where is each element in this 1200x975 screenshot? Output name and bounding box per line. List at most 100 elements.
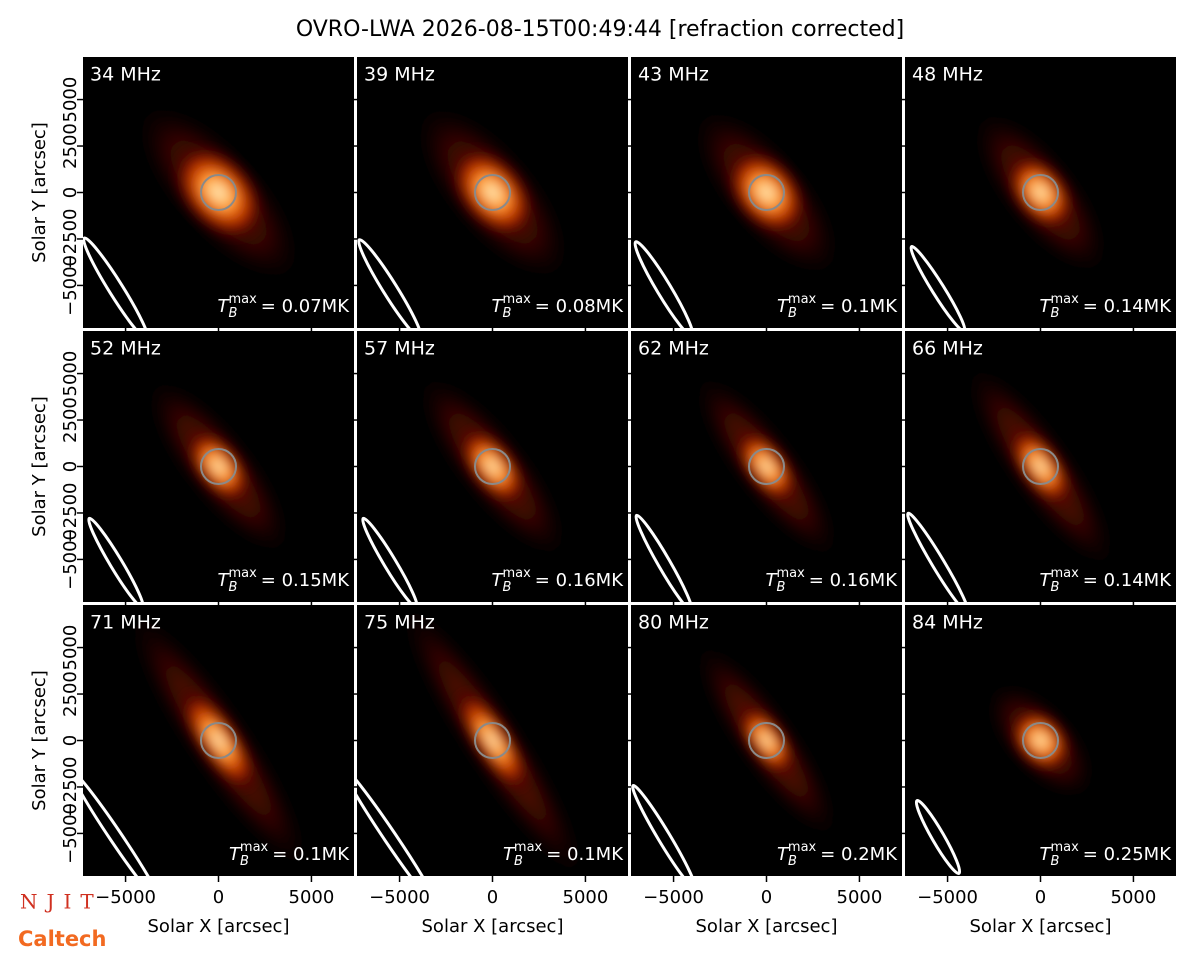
x-tick-label: −5000 xyxy=(643,887,704,908)
y-axis-label: Solar Y [arcsec] xyxy=(29,396,50,537)
y-tick-label: 0 xyxy=(60,735,81,746)
solar-limb xyxy=(474,174,511,211)
tmax-symbol: T xyxy=(492,570,505,591)
tmax-label: TBmax = 0.1MK xyxy=(503,840,624,869)
x-tick-label: 5000 xyxy=(1111,887,1157,908)
x-tick-label: 5000 xyxy=(563,887,609,908)
x-axis-label: Solar X [arcsec] xyxy=(148,916,290,937)
frequency-label: 84 MHz xyxy=(912,612,983,634)
x-axis-label: Solar X [arcsec] xyxy=(696,916,838,937)
tmax-symbol: T xyxy=(229,844,242,865)
logo-caltech: Caltech xyxy=(18,927,106,951)
y-tick-label: −2500 xyxy=(60,483,81,544)
tmax-label: TBmax = 0.15MK xyxy=(218,566,351,595)
emission-core xyxy=(173,145,264,240)
beam xyxy=(634,513,694,602)
panel xyxy=(905,57,1176,328)
panel xyxy=(357,57,628,328)
tmax-sup: max xyxy=(1050,840,1079,855)
x-tick-label: 5000 xyxy=(837,887,883,908)
solar-limb xyxy=(200,448,237,485)
tmax-value: = 0.1MK xyxy=(546,844,624,865)
solar-limb xyxy=(200,174,237,211)
tmax-sub: B xyxy=(229,580,238,595)
tmax-value: = 0.2MK xyxy=(820,844,898,865)
solar-limb xyxy=(474,722,511,759)
panel xyxy=(631,331,902,602)
y-tick-label: −5000 xyxy=(60,803,81,864)
beam xyxy=(914,799,962,875)
tmax-value: = 0.14MK xyxy=(1083,296,1172,317)
tmax-label: TBmax = 0.08MK xyxy=(492,292,625,321)
frequency-label: 48 MHz xyxy=(912,64,983,86)
tmax-value: = 0.15MK xyxy=(261,570,350,591)
tmax-label: TBmax = 0.2MK xyxy=(777,840,898,869)
y-tick-label: −5000 xyxy=(60,255,81,316)
logo-njit: NJIT xyxy=(20,890,103,914)
beam xyxy=(361,516,419,602)
tmax-sup: max xyxy=(788,292,817,307)
emission-core xyxy=(1010,709,1071,772)
tmax-symbol: T xyxy=(503,844,516,865)
tmax-value: = 0.1MK xyxy=(820,296,898,317)
y-tick-label: −2500 xyxy=(60,209,81,270)
tmax-sub: B xyxy=(1051,854,1060,869)
emission-core xyxy=(456,689,529,792)
tmax-sub: B xyxy=(514,854,523,869)
y-tick-label: 5000 xyxy=(60,77,81,123)
frequency-label: 34 MHz xyxy=(90,64,161,86)
tmax-sup: max xyxy=(788,840,817,855)
tmax-value: = 0.07MK xyxy=(261,296,350,317)
tmax-symbol: T xyxy=(1040,844,1053,865)
tmax-value: = 0.25MK xyxy=(1083,844,1172,865)
panel xyxy=(83,331,354,602)
beam xyxy=(906,511,970,602)
y-axis-label: Solar Y [arcsec] xyxy=(29,122,50,263)
tmax-label: TBmax = 0.1MK xyxy=(229,840,350,869)
solar-limb xyxy=(1022,448,1059,485)
tmax-label: TBmax = 0.1MK xyxy=(777,292,898,321)
tmax-sup: max xyxy=(1050,566,1079,581)
beam xyxy=(631,783,697,876)
x-tick-label: 5000 xyxy=(289,887,335,908)
beam xyxy=(357,238,423,328)
x-tick-label: −5000 xyxy=(917,887,978,908)
tmax-sub: B xyxy=(788,854,797,869)
frequency-label: 66 MHz xyxy=(912,338,983,360)
x-tick-label: 0 xyxy=(213,887,224,908)
tmax-sub: B xyxy=(788,306,797,321)
tmax-value: = 0.16MK xyxy=(809,570,898,591)
emission-core xyxy=(739,706,794,775)
panel xyxy=(357,331,628,602)
y-tick-label: −5000 xyxy=(60,529,81,590)
solar-limb xyxy=(748,174,785,211)
panel xyxy=(357,605,628,876)
y-tick-label: −2500 xyxy=(60,757,81,818)
tmax-label: TBmax = 0.14MK xyxy=(1040,566,1173,595)
frequency-label: 39 MHz xyxy=(364,64,435,86)
emission-core xyxy=(1007,155,1074,230)
frequency-label: 75 MHz xyxy=(364,612,435,634)
y-tick-label: 5000 xyxy=(60,351,81,397)
frequency-label: 43 MHz xyxy=(638,64,709,86)
tmax-value: = 0.1MK xyxy=(272,844,350,865)
panel xyxy=(83,605,354,876)
emission-core xyxy=(459,428,526,505)
tmax-sub: B xyxy=(240,854,249,869)
frequency-label: 52 MHz xyxy=(90,338,161,360)
tmax-label: TBmax = 0.07MK xyxy=(218,292,351,321)
tmax-sub: B xyxy=(777,580,786,595)
solar-limb xyxy=(748,722,785,759)
y-axis-label: Solar Y [arcsec] xyxy=(29,670,50,811)
tmax-sup: max xyxy=(502,566,531,581)
tmax-symbol: T xyxy=(492,296,505,317)
frequency-label: 71 MHz xyxy=(90,612,161,634)
panel xyxy=(631,605,902,876)
beam xyxy=(909,244,967,328)
tmax-symbol: T xyxy=(218,296,231,317)
tmax-sub: B xyxy=(229,306,238,321)
panel xyxy=(83,57,354,328)
tmax-sub: B xyxy=(1051,306,1060,321)
tmax-symbol: T xyxy=(766,570,779,591)
